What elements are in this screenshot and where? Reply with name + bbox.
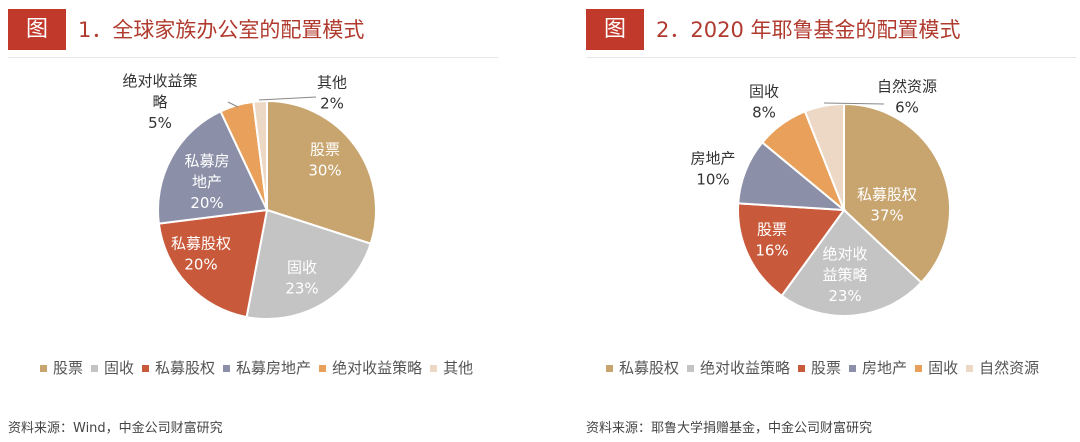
figure-badge: 图 (586, 9, 644, 50)
legend-item: 自然资源 (966, 357, 1039, 378)
slice-label: 私募股权 37% (857, 186, 917, 225)
legend-item: 股票 (798, 357, 841, 378)
legend-item: 私募股权 (606, 357, 679, 378)
slice-label: 固收 8% (749, 83, 779, 122)
legend-label: 私募房地产 (236, 359, 312, 377)
legend-swatch (40, 365, 47, 372)
pie-slice-2 (245, 208, 372, 320)
slice-label: 房地产 10% (690, 150, 735, 189)
legend-item: 固收 (91, 357, 134, 378)
pie-slice-4 (157, 110, 269, 225)
legend-item: 股票 (40, 357, 83, 378)
slice-label: 绝对收益策略 5% (122, 72, 197, 132)
legend-label: 股票 (53, 359, 84, 377)
slice-label: 私募房地产 20% (184, 152, 229, 212)
pie-slice-3 (157, 208, 269, 319)
legend-swatch (849, 365, 857, 372)
chart-title: 1．全球家族办公室的配置模式 (78, 18, 365, 42)
legend-label: 房地产 (862, 359, 908, 377)
title-divider (8, 57, 498, 58)
slice-label: 股票 16% (755, 221, 788, 260)
leader-line (823, 102, 885, 105)
chart-legend: 私募股权 绝对收益策略 股票 房地产 固收 自然资源 (606, 357, 1047, 378)
legend-label: 绝对收益策略 (332, 359, 423, 377)
legend-swatch (319, 365, 327, 372)
legend-item: 私募房地产 (223, 357, 311, 378)
legend-label: 其他 (443, 359, 474, 377)
chart-title: 2．2020 年耶鲁基金的配置模式 (656, 18, 961, 42)
legend-swatch (798, 365, 806, 372)
leader-line (258, 96, 317, 101)
legend-item: 其他 (430, 357, 473, 378)
legend-swatch (687, 365, 695, 372)
legend-item: 固收 (915, 357, 958, 378)
legend-swatch (966, 365, 974, 372)
slice-label: 其他 2% (317, 74, 347, 113)
figure-badge: 图 (8, 9, 66, 50)
pie-slice-6 (803, 102, 845, 211)
pie-slice-1 (843, 102, 951, 284)
pie-chart-family-office: 股票 30% 固收 23% 私募股权 20% 私募房地产 20% 绝对收益策略 5% 其他 2% (122, 72, 377, 320)
slice-label: 股票 30% (308, 141, 341, 180)
legend-item: 绝对收益策略 (319, 357, 422, 378)
pie-slice-1 (266, 99, 377, 245)
panel-family-office: 图 1．全球家族办公室的配置模式 股票 30% 固收 23% 私募股权 20% 私募房地产 2… (8, 9, 498, 436)
pie-slice-6 (252, 99, 268, 211)
legend-swatch (142, 365, 150, 372)
legend-label: 自然资源 (979, 359, 1040, 377)
pie-slice-3 (737, 202, 846, 298)
legend-swatch (91, 365, 99, 372)
legend-swatch (430, 365, 438, 372)
slice-label: 私募股权 20% (171, 235, 231, 274)
legend-label: 股票 (811, 359, 842, 377)
pie-slice-2 (780, 208, 923, 317)
legend-item: 房地产 (849, 357, 907, 378)
legend-label: 固收 (928, 359, 959, 377)
chart-legend: 股票 固收 私募股权 私募房地产 绝对收益策略 其他 (40, 357, 481, 378)
legend-label: 固收 (104, 359, 135, 377)
panel-yale-endowment: 图 2．2020 年耶鲁基金的配置模式 私募股权 37% 绝对收益策略 23% 股票 16… (578, 0, 1080, 442)
source-note: 资料来源：耶鲁大学捐赠基金，中金公司财富研究 (586, 421, 873, 436)
legend-swatch (606, 365, 613, 372)
legend-label: 绝对收益策略 (700, 359, 791, 377)
pie-chart-yale-endowment: 私募股权 37% 绝对收益策略 23% 股票 16% 房地产 10% 固收 8% 自然资源 6% (690, 78, 951, 317)
slice-label: 绝对收益策略 23% (822, 245, 867, 305)
slice-label: 固收 23% (285, 259, 318, 298)
slice-label: 自然资源 6% (877, 78, 937, 117)
leader-line (227, 101, 239, 108)
source-note: 资料来源：Wind，中金公司财富研究 (8, 421, 223, 436)
legend-item: 绝对收益策略 (687, 357, 790, 378)
legend-item: 私募股权 (142, 357, 215, 378)
legend-label: 私募股权 (155, 359, 216, 377)
title-divider (586, 57, 1076, 58)
legend-swatch (915, 365, 923, 372)
legend-swatch (223, 365, 231, 372)
legend-label: 私募股权 (619, 359, 680, 377)
